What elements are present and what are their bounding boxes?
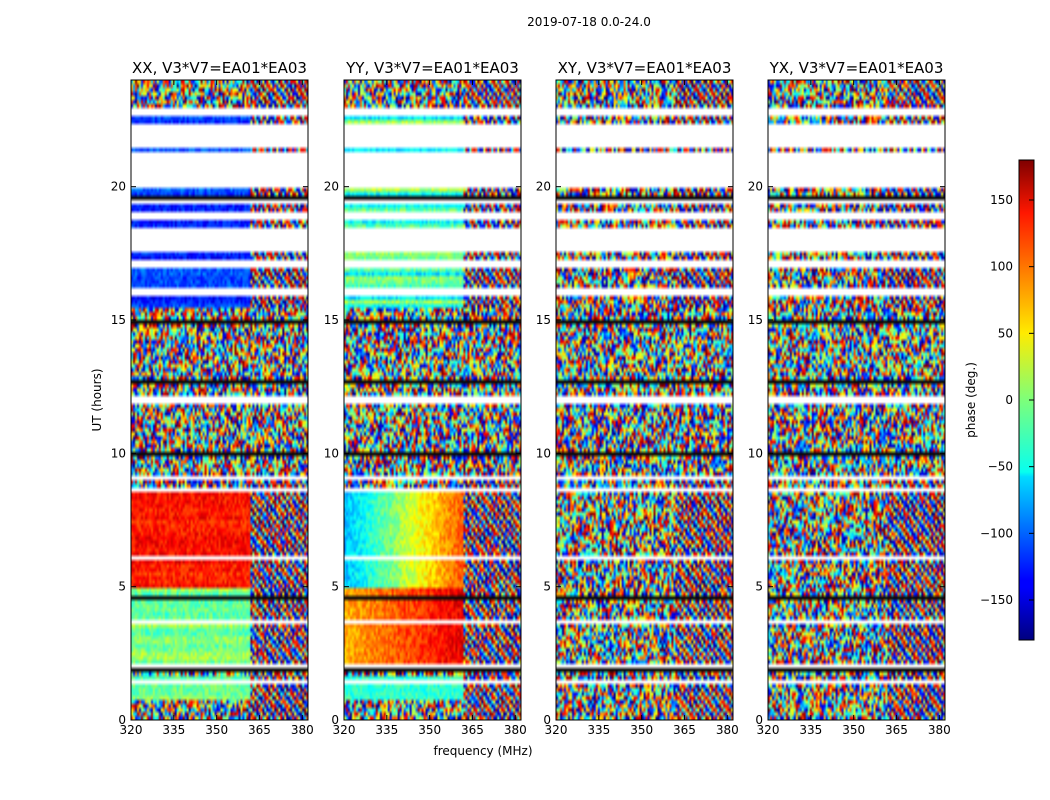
y-tick-label: 0: [331, 713, 339, 727]
phase-heatmap: [344, 80, 521, 720]
x-tick-label: 320: [545, 723, 568, 737]
y-tick-label: 20: [111, 180, 126, 194]
y-tick-label: 15: [111, 313, 126, 327]
y-tick-label: 5: [755, 580, 763, 594]
colorbar-tick-label: 100: [990, 260, 1013, 274]
colorbar-tick-label: 0: [1005, 393, 1013, 407]
figure-suptitle: 2019-07-18 0.0-24.0: [527, 15, 651, 29]
colorbar-tick-label: 50: [998, 326, 1013, 340]
y-tick-label: 20: [536, 180, 551, 194]
x-tick-label: 380: [716, 723, 739, 737]
x-tick-label: 350: [205, 723, 228, 737]
x-tick-label: 335: [587, 723, 610, 737]
x-tick-label: 320: [120, 723, 143, 737]
colorbar-label: phase (deg.): [964, 362, 978, 438]
phase-heatmap: [131, 80, 308, 720]
phase-heatmap: [768, 80, 945, 720]
panel-4: YX, V3*V7=EA01*EA03 320 335 350 365 380 0 5 10 15…: [748, 59, 951, 737]
panel-3: XY, V3*V7=EA01*EA03 320 335 350 365 380 0 5 10 15…: [536, 59, 739, 737]
y-tick-label: 20: [748, 180, 763, 194]
y-tick-label: 5: [331, 580, 339, 594]
colorbar-tick-label: −150: [980, 593, 1013, 607]
y-tick-label: 5: [118, 580, 126, 594]
x-tick-label: 380: [504, 723, 527, 737]
x-tick-label: 335: [162, 723, 185, 737]
x-tick-label: 320: [333, 723, 356, 737]
colorbar-tick-label: −100: [980, 526, 1013, 540]
y-tick-label: 15: [324, 313, 339, 327]
x-tick-label: 380: [291, 723, 314, 737]
x-axis-label: frequency (MHz): [433, 744, 532, 758]
y-tick-label: 0: [543, 713, 551, 727]
panel-title: YY, V3*V7=EA01*EA03: [345, 59, 519, 77]
y-axis-label: UT (hours): [90, 368, 104, 431]
y-tick-label: 0: [118, 713, 126, 727]
panel-frame: [130, 79, 309, 721]
x-tick-label: 365: [885, 723, 908, 737]
x-tick-label: 335: [375, 723, 398, 737]
colorbar-tick-label: −50: [988, 460, 1013, 474]
x-tick-label: 335: [799, 723, 822, 737]
x-tick-label: 350: [418, 723, 441, 737]
panel-title: YX, V3*V7=EA01*EA03: [769, 59, 944, 77]
y-tick-label: 10: [324, 446, 339, 460]
colorbar: 150 100 50 0 −50 −100 −150 phase (deg.): [964, 159, 1035, 641]
panel-title: XY, V3*V7=EA01*EA03: [558, 59, 732, 77]
x-tick-label: 350: [630, 723, 653, 737]
panel-1: XX, V3*V7=EA01*EA03 320 335 350 365 380 0 5 10 15…: [111, 59, 314, 737]
x-tick-label: 320: [757, 723, 780, 737]
y-tick-label: 20: [324, 180, 339, 194]
panel-frame: [767, 79, 946, 721]
y-tick-label: 10: [111, 446, 126, 460]
phase-heatmap: [556, 80, 733, 720]
y-tick-label: 15: [536, 313, 551, 327]
colorbar-tick-label: 150: [990, 193, 1013, 207]
x-tick-label: 365: [248, 723, 271, 737]
x-tick-label: 365: [461, 723, 484, 737]
y-tick-label: 0: [755, 713, 763, 727]
panel-frame: [555, 79, 734, 721]
panel-frame: [343, 79, 522, 721]
y-tick-label: 10: [748, 446, 763, 460]
x-tick-label: 365: [673, 723, 696, 737]
y-tick-label: 5: [543, 580, 551, 594]
panel-2: YY, V3*V7=EA01*EA03 320 335 350 365 380 0 5 10 15…: [324, 59, 527, 737]
y-tick-label: 15: [748, 313, 763, 327]
panel-title: XX, V3*V7=EA01*EA03: [132, 59, 307, 77]
x-tick-label: 380: [928, 723, 951, 737]
x-tick-label: 350: [842, 723, 865, 737]
y-tick-label: 10: [536, 446, 551, 460]
